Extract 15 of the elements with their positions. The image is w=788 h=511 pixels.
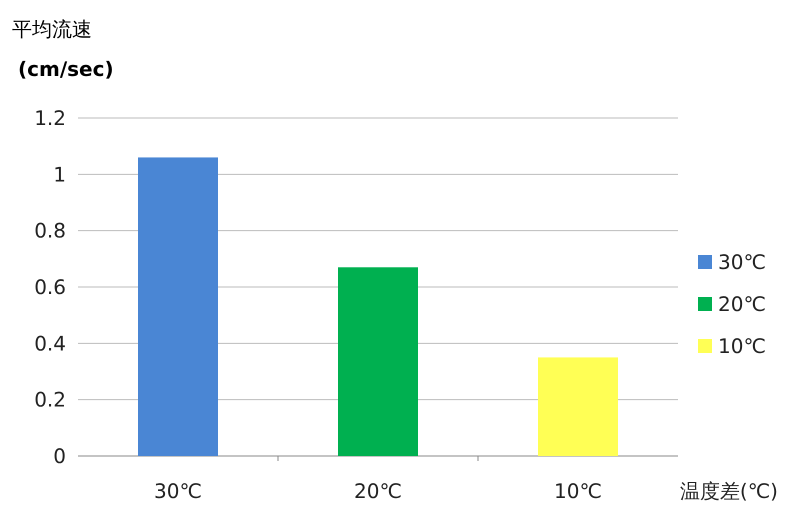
legend-label: 20℃: [718, 292, 766, 316]
legend-label: 30℃: [718, 250, 766, 274]
x-axis-title: 温度差(℃): [680, 479, 778, 503]
y-tick-label: 1.2: [34, 106, 66, 130]
y-tick-label: 0.6: [34, 275, 66, 299]
legend-label: 10℃: [718, 334, 766, 358]
x-tick-label: 10℃: [554, 479, 602, 503]
y-tick-label: 0.2: [34, 388, 66, 412]
x-tick-label: 20℃: [354, 479, 402, 503]
y-tick-label: 0: [53, 444, 66, 468]
y-tick-label: 1: [53, 162, 66, 186]
x-tick-label: 30℃: [154, 479, 202, 503]
y-tick-label: 0.8: [34, 218, 66, 243]
y-tick-label: 0.4: [34, 331, 66, 356]
y-axis-title: 平均流速 (cm/sec): [12, 17, 114, 81]
